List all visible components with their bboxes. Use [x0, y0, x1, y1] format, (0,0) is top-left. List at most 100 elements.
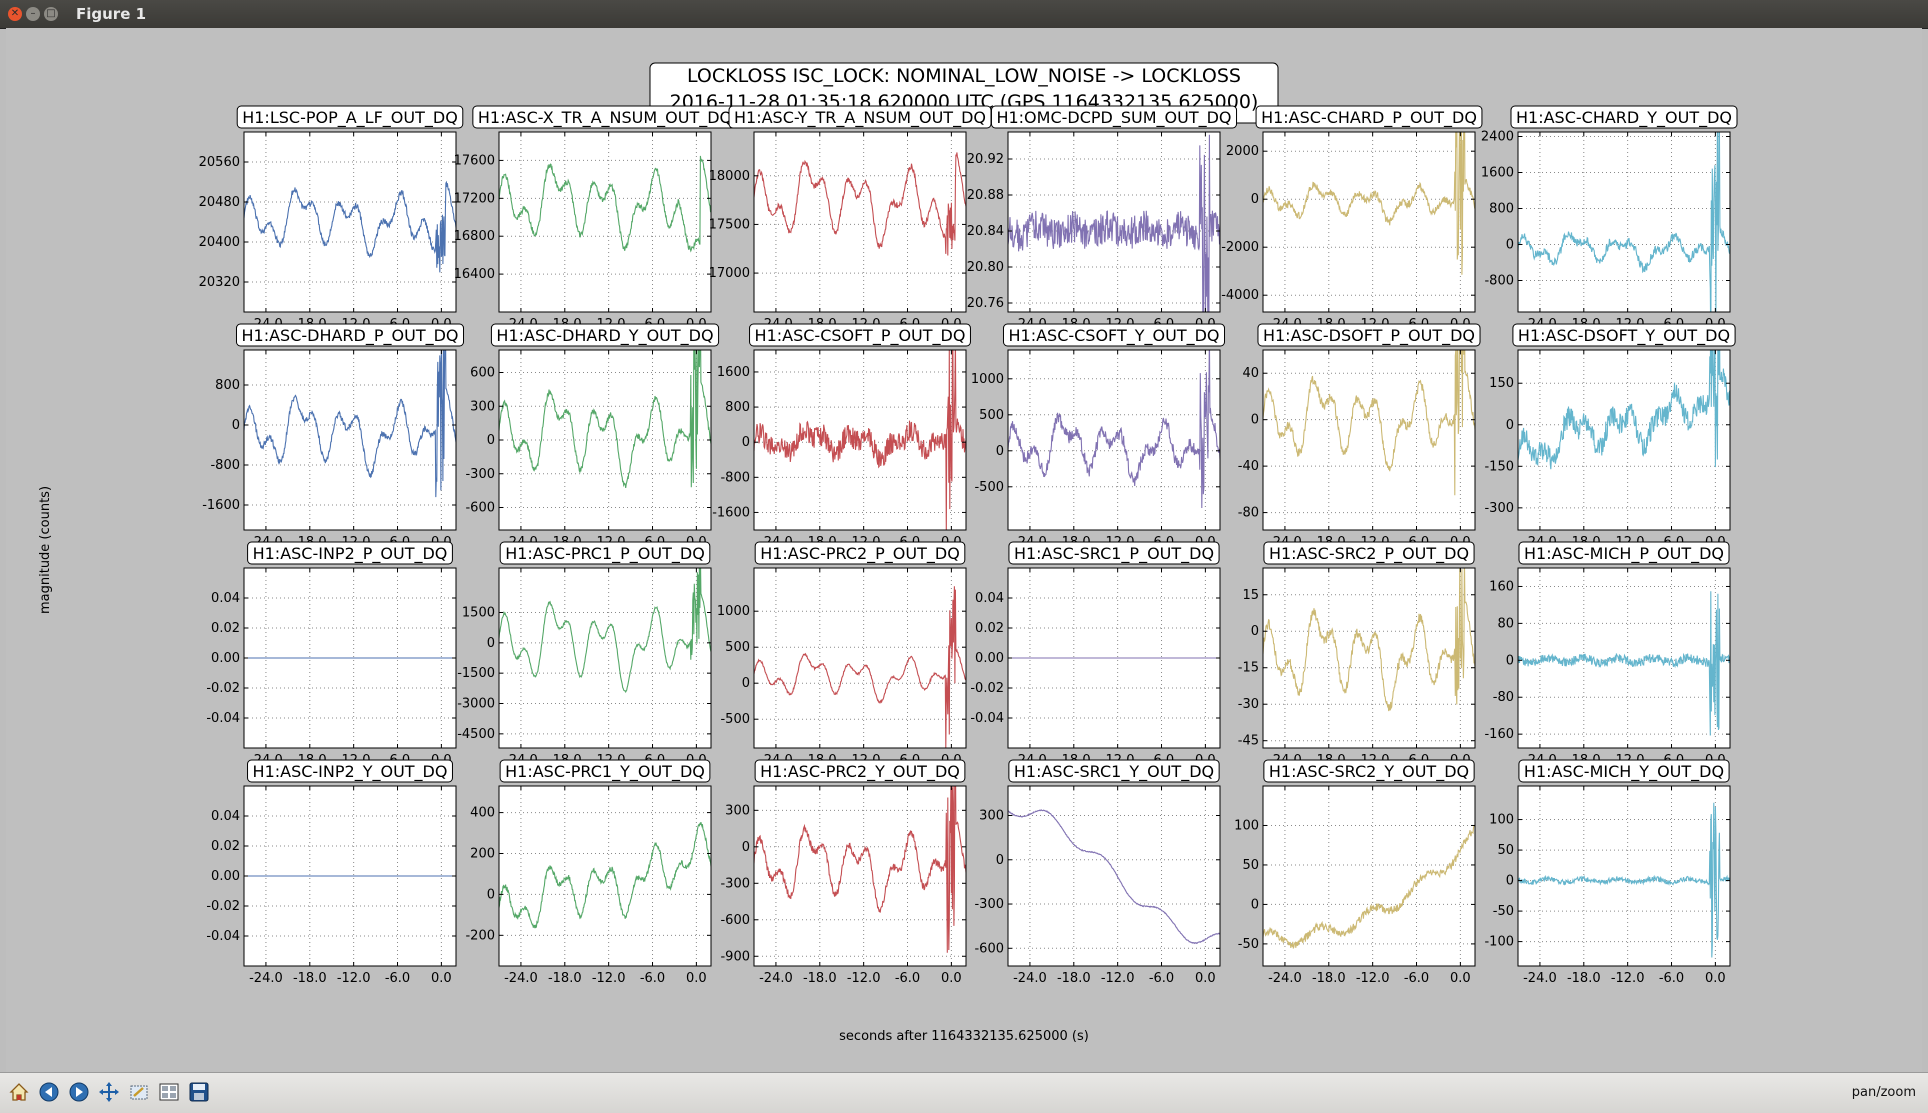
close-icon[interactable]: ✕	[8, 7, 22, 21]
minimize-icon[interactable]: –	[26, 7, 40, 21]
y-tick-label: 0	[1506, 238, 1514, 253]
subplot-title: H1:ASC-SRC1_P_OUT_DQ	[1014, 544, 1214, 564]
window-titlebar: ✕ – □ Figure 1	[0, 0, 1928, 29]
axes-frame	[498, 131, 712, 313]
x-tick-label: -12.0	[337, 971, 371, 986]
x-tick-label: -6.0	[1149, 971, 1174, 986]
home-button[interactable]	[6, 1079, 32, 1105]
subplot-title-box	[499, 541, 711, 565]
y-tick-label: 0.00	[211, 651, 240, 666]
subplot: -24.0 -18.0 -12.0 -6.0 0.0 -100 -50 0 50 100 H1:AS…	[1484, 759, 1731, 986]
y-tick-label: 0	[1506, 418, 1514, 433]
y-tick-label: 0.04	[975, 591, 1004, 606]
axes-frame	[243, 349, 457, 531]
subplot: -24.0-18.0-12.0-6.00.0-300-1500150H1:ASC…	[1484, 323, 1736, 550]
subplot-title-box	[1002, 323, 1226, 347]
x-tick-label: -6.0	[1659, 971, 1684, 986]
zoom-button[interactable]	[126, 1079, 152, 1105]
forward-button[interactable]	[66, 1079, 92, 1105]
y-tick-label: 20.92	[967, 152, 1004, 167]
y-tick-label: 20.84	[967, 224, 1004, 239]
x-tick-label: -12.0	[1101, 971, 1135, 986]
series-line	[1518, 802, 1730, 958]
y-tick-label: 1500	[462, 605, 495, 620]
x-tick-label: -6.0	[895, 971, 920, 986]
y-tick-label: -150	[1484, 459, 1514, 474]
subplot: -24.0-18.0-12.0-6.00.0-600-3000300600H1:…	[465, 323, 720, 550]
series-line	[1008, 350, 1220, 509]
subplot-title: H1:ASC-SRC2_P_OUT_DQ	[1269, 544, 1469, 564]
navigation-toolbar: pan/zoom	[0, 1072, 1928, 1113]
subplot-title-box	[990, 105, 1238, 129]
y-tick-label: 800	[215, 378, 240, 393]
axes-frame	[753, 349, 967, 531]
y-tick-label: 20320	[199, 275, 240, 290]
axes-frame	[753, 785, 967, 967]
y-tick-label: 0.04	[211, 809, 240, 824]
y-tick-label: 1000	[717, 604, 750, 619]
subplot-title: H1:ASC-DSOFT_P_OUT_DQ	[1263, 326, 1475, 346]
subplot-title-box	[236, 105, 464, 129]
y-tick-label: 0.02	[211, 621, 240, 636]
subplot-title-box	[1263, 541, 1475, 565]
save-button[interactable]	[186, 1079, 212, 1105]
subplot-title-box	[490, 323, 720, 347]
axes-frame	[1262, 567, 1476, 749]
y-tick-label: 100	[1489, 813, 1514, 828]
subplot-title-box	[754, 759, 966, 783]
window-title: Figure 1	[76, 5, 147, 23]
subplot: -24.0-18.0-12.0-6.00.0-50005001000H1:ASC…	[717, 541, 967, 768]
x-tick-label: -18.0	[1567, 971, 1601, 986]
series-line	[1008, 134, 1220, 312]
axes-frame	[498, 785, 712, 967]
y-tick-label: 0	[1251, 624, 1259, 639]
x-tick-label: -18.0	[803, 971, 837, 986]
y-tick-label: 17200	[454, 191, 495, 206]
y-tick-label: -1600	[712, 505, 750, 520]
series-line	[1263, 568, 1475, 712]
axes-frame	[1262, 349, 1476, 531]
y-tick-label: 200	[470, 847, 495, 862]
home-icon	[9, 1083, 29, 1101]
y-tick-label: 20.80	[967, 260, 1004, 275]
subplot-title: H1:ASC-CSOFT_P_OUT_DQ	[755, 326, 966, 346]
y-tick-label: 1600	[1481, 166, 1514, 181]
y-tick-label: 0	[1251, 192, 1259, 207]
figure-canvas[interactable]: LOCKLOSS ISC_LOCK: NOMINAL_LOW_NOISE -> …	[6, 28, 1922, 1072]
maximize-icon[interactable]: □	[44, 7, 58, 21]
series-line	[754, 786, 966, 953]
x-tick-label: -24.0	[249, 971, 283, 986]
y-tick-label: 20480	[199, 195, 240, 210]
plot-area	[1518, 350, 1730, 530]
y-tick-label: 0.02	[211, 839, 240, 854]
configure-button[interactable]	[156, 1079, 182, 1105]
y-tick-label: -80	[1238, 506, 1259, 521]
zoom-rect-icon	[130, 1085, 148, 1100]
subplot-title-box	[1518, 759, 1730, 783]
series-line	[1263, 132, 1475, 275]
y-tick-label: -0.04	[970, 711, 1004, 726]
y-tick-label: 18000	[709, 169, 750, 184]
y-tick-label: -100	[1484, 935, 1514, 950]
back-button[interactable]	[36, 1079, 62, 1105]
pan-button[interactable]	[96, 1079, 122, 1105]
series-line	[754, 586, 966, 748]
series-line	[1518, 132, 1730, 312]
y-tick-label: 17500	[709, 217, 750, 232]
y-tick-label: -50	[1238, 937, 1259, 952]
axes-frame	[1517, 785, 1731, 967]
axes-frame	[243, 131, 457, 313]
axes-frame	[498, 567, 712, 749]
subplot-title-box	[1518, 541, 1730, 565]
y-tick-label: 100	[1234, 818, 1259, 833]
axes-frame	[1517, 567, 1731, 749]
y-tick-label: 0	[487, 433, 495, 448]
x-tick-label: -24.0	[1013, 971, 1047, 986]
y-tick-label: -900	[720, 949, 750, 964]
y-tick-label: -500	[974, 480, 1004, 495]
y-tick-label: 0	[742, 435, 750, 450]
subplot-title-box	[1512, 323, 1736, 347]
subplot-title-box	[749, 323, 971, 347]
y-tick-label: 0	[487, 887, 495, 902]
y-tick-label: 800	[725, 400, 750, 415]
